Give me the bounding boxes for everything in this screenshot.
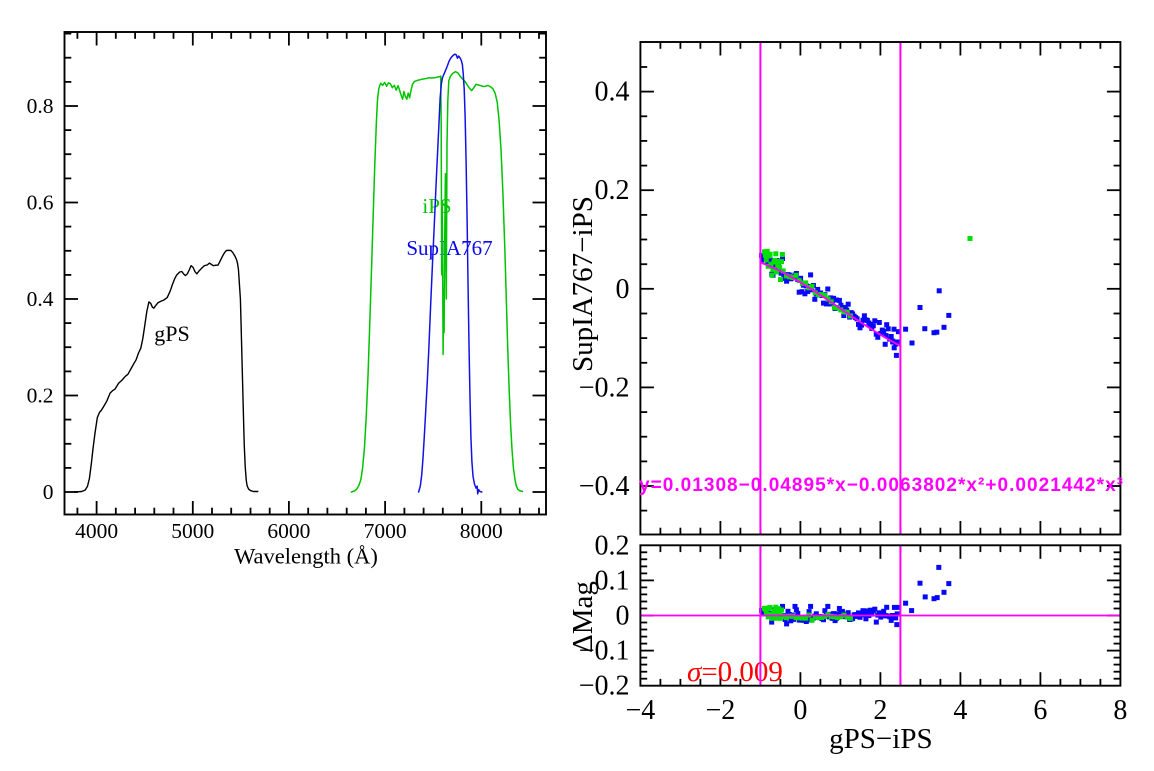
svg-text:σ=0.009: σ=0.009 <box>687 656 783 688</box>
svg-text:6000: 6000 <box>267 519 310 543</box>
svg-text:Wavelength (Å): Wavelength (Å) <box>234 544 378 569</box>
svg-text:0.4: 0.4 <box>595 77 630 108</box>
svg-text:0.4: 0.4 <box>27 287 54 311</box>
svg-text:−0.4: −0.4 <box>579 471 630 502</box>
svg-text:−0.2: −0.2 <box>579 671 630 702</box>
svg-text:ΔMag: ΔMag <box>567 581 599 653</box>
svg-text:0.1: 0.1 <box>595 565 630 596</box>
svg-text:−0.1: −0.1 <box>579 636 630 667</box>
svg-text:5000: 5000 <box>171 519 214 543</box>
svg-text:4000: 4000 <box>75 519 118 543</box>
svg-text:SupIA767−iPS: SupIA767−iPS <box>567 196 599 372</box>
svg-text:7000: 7000 <box>364 519 407 543</box>
svg-text:4: 4 <box>953 695 967 726</box>
svg-text:2: 2 <box>873 695 887 726</box>
svg-text:−4: −4 <box>626 695 656 726</box>
svg-text:0: 0 <box>616 274 630 305</box>
svg-text:−2: −2 <box>706 695 736 726</box>
svg-text:0.2: 0.2 <box>595 530 630 561</box>
svg-text:0: 0 <box>616 601 630 632</box>
svg-text:0.2: 0.2 <box>595 175 630 206</box>
svg-text:6: 6 <box>1033 695 1047 726</box>
svg-text:0: 0 <box>43 480 54 504</box>
svg-text:0.6: 0.6 <box>27 191 54 215</box>
svg-text:0.2: 0.2 <box>27 384 54 408</box>
svg-text:gPS: gPS <box>154 321 189 346</box>
svg-text:−0.2: −0.2 <box>579 372 630 403</box>
svg-text:gPS−iPS: gPS−iPS <box>829 723 932 755</box>
svg-text:SupIA767: SupIA767 <box>406 236 492 260</box>
svg-text:y=0.01308−0.04895*x−0.0063802*: y=0.01308−0.04895*x−0.0063802*x²+0.00214… <box>639 475 1123 496</box>
svg-text:8000: 8000 <box>460 519 503 543</box>
svg-text:8: 8 <box>1113 695 1127 726</box>
svg-text:0.8: 0.8 <box>27 94 54 118</box>
svg-text:0: 0 <box>793 695 807 726</box>
